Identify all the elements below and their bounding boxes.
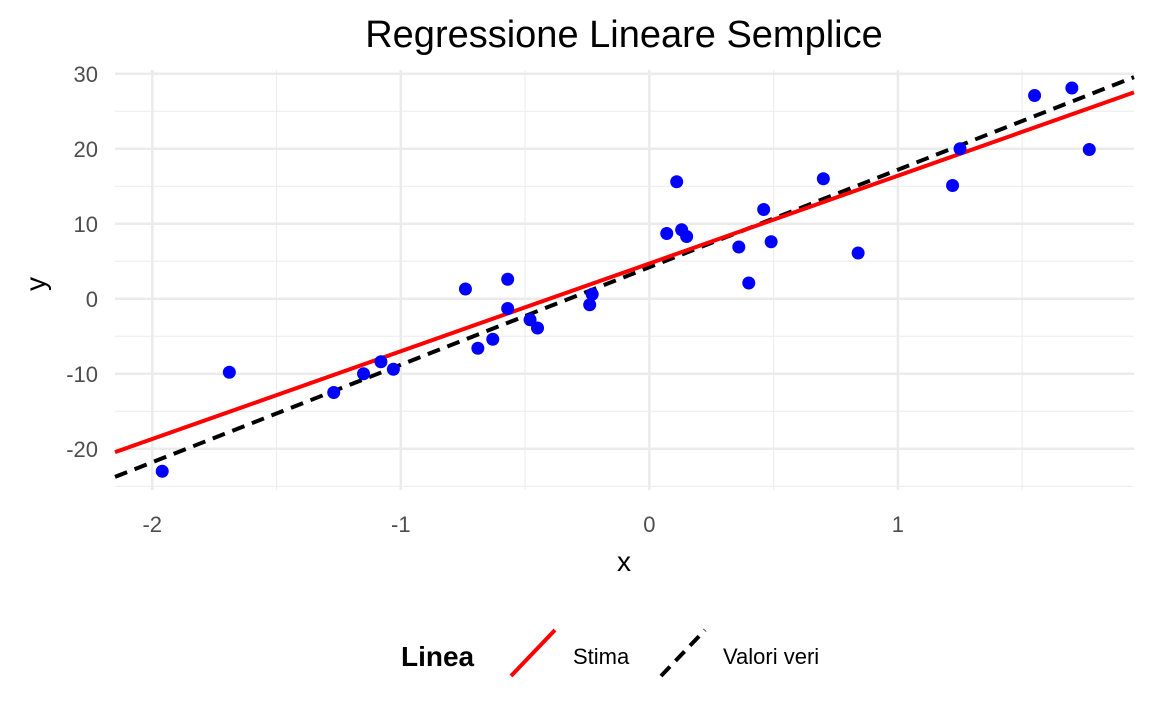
- grid-major: [115, 70, 1134, 490]
- data-point: [946, 179, 960, 192]
- y-tick-label: 20: [74, 137, 98, 162]
- data-point: [1028, 89, 1042, 102]
- data-points: [155, 81, 1096, 478]
- x-axis-label: x: [617, 546, 631, 577]
- chart-title: Regressione Lineare Semplice: [365, 14, 883, 56]
- data-point: [953, 142, 967, 156]
- data-point: [1082, 143, 1096, 156]
- legend-title: Linea: [401, 641, 475, 672]
- data-point: [742, 276, 756, 290]
- data-point: [155, 464, 169, 478]
- data-point: [732, 240, 746, 254]
- data-point: [670, 175, 684, 189]
- data-point: [327, 386, 341, 399]
- data-point: [764, 235, 778, 249]
- y-tick-label: 0: [86, 287, 98, 312]
- data-point: [501, 272, 515, 286]
- data-point: [486, 332, 500, 346]
- data-point: [222, 365, 236, 379]
- data-point: [583, 298, 597, 312]
- legend-key-valori-veri: [659, 628, 707, 678]
- x-tick-label: -2: [142, 512, 162, 537]
- y-tick-label: -10: [66, 362, 98, 387]
- data-point: [531, 321, 545, 335]
- y-tick-label: 30: [74, 62, 98, 87]
- x-tick-label: 0: [643, 512, 655, 537]
- data-point: [374, 355, 388, 369]
- data-point: [680, 230, 694, 243]
- data-point: [1065, 81, 1079, 95]
- data-point: [660, 227, 674, 240]
- x-tick-label: -1: [391, 512, 411, 537]
- legend: Linea Stima Valori veri: [401, 628, 819, 678]
- y-axis-label: y: [20, 277, 51, 291]
- data-point: [357, 367, 371, 381]
- line-stima: [114, 90, 1135, 455]
- regression-lines: [114, 75, 1135, 479]
- x-tick-labels: -2 -1 0 1: [142, 512, 904, 537]
- y-tick-labels: -20 -10 0 10 20 30: [66, 62, 98, 462]
- data-point: [851, 246, 865, 260]
- legend-key-stima: [509, 628, 557, 678]
- data-point: [458, 282, 472, 296]
- data-point: [757, 203, 771, 216]
- legend-label-stima: Stima: [573, 644, 630, 669]
- legend-label-valori-veri: Valori veri: [723, 644, 819, 669]
- data-point: [471, 341, 485, 355]
- data-point: [523, 313, 537, 327]
- data-point: [816, 172, 830, 186]
- data-point: [585, 287, 599, 301]
- data-point: [386, 362, 400, 376]
- grid-minor: [115, 70, 1134, 490]
- line-valori-veri: [114, 75, 1135, 479]
- data-point: [501, 302, 515, 315]
- y-tick-label: 10: [74, 212, 98, 237]
- x-tick-label: 1: [892, 512, 904, 537]
- y-tick-label: -20: [66, 437, 98, 462]
